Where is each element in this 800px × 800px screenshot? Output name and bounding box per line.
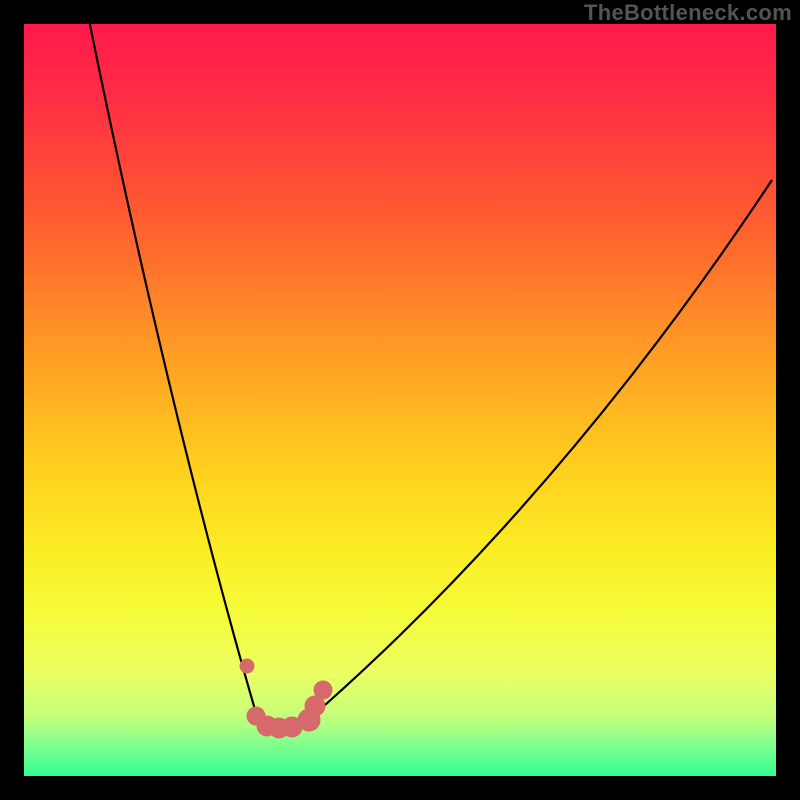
- plot-svg: [0, 0, 800, 800]
- plot-area: [24, 24, 776, 776]
- watermark-text: TheBottleneck.com: [584, 0, 792, 26]
- chart-root: TheBottleneck.com: [0, 0, 800, 800]
- marker-dot: [314, 681, 332, 699]
- marker-dot: [240, 659, 254, 673]
